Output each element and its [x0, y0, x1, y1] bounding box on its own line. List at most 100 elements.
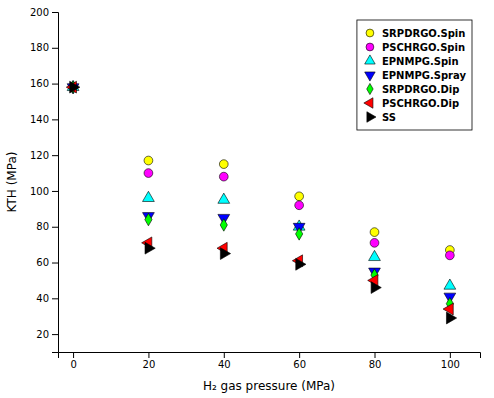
x-tick: 40	[218, 352, 231, 370]
y-tick: 120	[30, 150, 58, 161]
y-tick-mark	[52, 84, 58, 85]
x-tick-mark	[148, 352, 149, 358]
y-tick-label: 20	[36, 329, 49, 340]
chart: 0 20 40 60 80 100 20 40 60 80 100 120 140 160 180 200 H₂…	[0, 0, 494, 398]
point	[295, 192, 304, 201]
y-axis-line	[52, 13, 59, 353]
x-tick-label: 20	[143, 359, 156, 370]
x-tick-mark	[450, 352, 451, 358]
point	[370, 238, 379, 247]
y-tick: 60	[36, 257, 58, 268]
legend-symbol	[364, 98, 373, 109]
x-tick-label: 80	[369, 359, 382, 370]
legend-label: EPNMPG.Spin	[382, 56, 459, 67]
y-tick-mark	[52, 119, 58, 120]
y-tick-mark	[52, 334, 58, 335]
y-tick-label: 40	[36, 293, 49, 304]
legend-symbol	[366, 29, 374, 37]
point	[218, 193, 230, 203]
x-axis-line	[59, 353, 481, 359]
x-tick: 60	[293, 352, 306, 370]
x-axis-title: H₂ gas pressure (MPa)	[203, 379, 335, 393]
y-axis: 20 40 60 80 100 120 140 160 180 200	[30, 7, 59, 353]
point	[144, 169, 153, 178]
x-tick-mark	[299, 352, 300, 358]
y-tick: 40	[36, 293, 58, 304]
legend-label: EPNMPG.Spray	[382, 70, 467, 81]
x-tick-mark	[224, 352, 225, 358]
point	[219, 172, 228, 181]
legend-symbol	[365, 55, 376, 64]
point	[296, 258, 306, 270]
legend-symbol	[365, 72, 376, 81]
legend-symbol	[367, 112, 376, 123]
y-tick-label: 180	[30, 42, 49, 53]
point	[446, 312, 456, 324]
y-tick: 20	[36, 329, 58, 340]
point	[444, 279, 456, 289]
x-tick: 20	[143, 352, 156, 370]
x-axis: 0 20 40 60 80 100	[59, 352, 481, 370]
y-tick-mark	[52, 12, 58, 13]
point	[144, 156, 153, 165]
point	[445, 251, 454, 260]
y-tick-label: 160	[30, 78, 49, 89]
y-tick-label: 140	[30, 114, 49, 125]
y-tick: 160	[30, 78, 58, 89]
legend-entry: PSCHRGO.Dip	[364, 98, 459, 109]
legend-box	[357, 20, 472, 130]
legend-label: PSCHRGO.Dip	[382, 98, 459, 109]
x-tick-mark	[375, 352, 376, 358]
point	[219, 160, 228, 169]
series	[69, 81, 453, 310]
x-tick: 80	[369, 352, 382, 370]
series	[66, 81, 453, 315]
y-tick-label: 100	[30, 186, 49, 197]
legend-label: SS	[382, 112, 396, 123]
y-axis-title: KTH (MPa)	[5, 152, 19, 213]
point	[296, 228, 303, 240]
x-tick: 100	[441, 352, 460, 370]
y-tick: 200	[30, 7, 58, 18]
x-tick-label: 60	[293, 359, 306, 370]
legend-entry: EPNMPG.Spin	[365, 55, 459, 67]
legend-label: SRPDRGO.Spin	[382, 28, 465, 39]
point	[370, 228, 379, 237]
point	[70, 81, 80, 93]
y-tick-mark	[52, 155, 58, 156]
y-tick: 140	[30, 114, 58, 125]
x-tick: 0	[70, 352, 76, 370]
legend-entry: SRPDRGO.Spin	[366, 28, 465, 39]
legend-entry: SRPDRGO.Dip	[367, 83, 460, 94]
legend-entry: EPNMPG.Spray	[365, 70, 467, 82]
point	[371, 282, 381, 294]
y-tick-mark	[52, 227, 58, 228]
y-tick-label: 80	[36, 221, 49, 232]
y-tick-mark	[52, 298, 58, 299]
legend-entry: PSCHRGO.Spin	[366, 42, 465, 53]
y-tick: 80	[36, 221, 58, 232]
point	[143, 191, 155, 201]
y-tick-label: 200	[30, 7, 49, 18]
point	[369, 250, 381, 260]
legend-symbol	[367, 83, 373, 94]
x-tick-label: 100	[441, 359, 460, 370]
y-tick: 180	[30, 42, 58, 53]
point	[145, 213, 152, 225]
point	[220, 219, 227, 231]
legend-entry: SS	[367, 112, 396, 123]
y-tick-label: 60	[36, 257, 49, 268]
x-tick-label: 0	[70, 359, 76, 370]
y-tick-mark	[52, 263, 58, 264]
point	[145, 242, 155, 254]
y-tick: 100	[30, 186, 58, 197]
y-tick-label: 120	[30, 150, 49, 161]
legend-label: SRPDRGO.Dip	[382, 84, 459, 95]
point	[220, 248, 230, 260]
y-tick-mark	[52, 191, 58, 192]
legend: SRPDRGO.Spin PSCHRGO.Spin EPNMPG.Spin EPNMP…	[357, 20, 472, 130]
x-tick-mark	[73, 352, 74, 358]
y-tick-mark	[52, 48, 58, 49]
legend-symbol	[366, 43, 374, 51]
x-tick-label: 40	[218, 359, 231, 370]
